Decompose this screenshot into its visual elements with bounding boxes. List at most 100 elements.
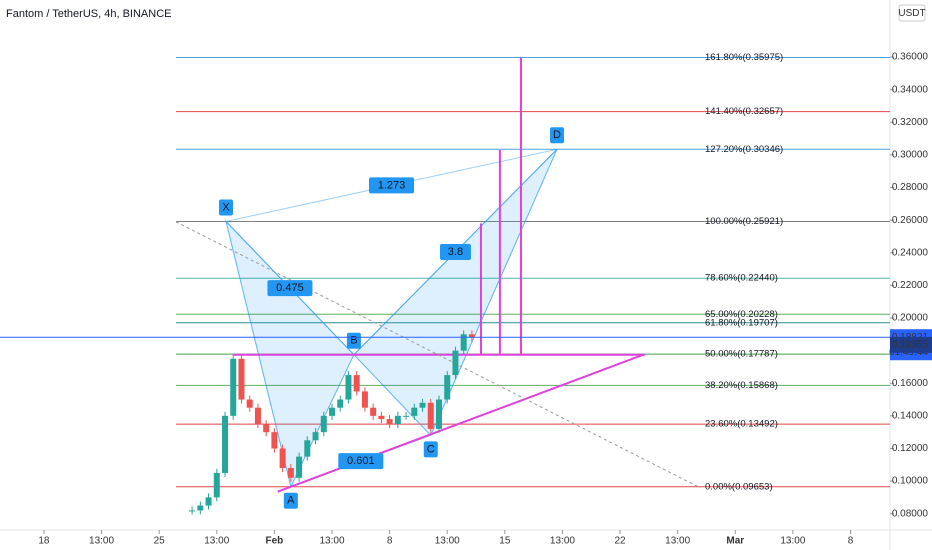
candle	[287, 468, 294, 478]
candle	[189, 510, 196, 512]
x-tick-label: 13:00	[550, 536, 575, 547]
point-label: B	[350, 335, 357, 347]
x-tick-label: 8	[387, 536, 393, 547]
candle	[222, 415, 229, 473]
fib-label: 50.00%(0.17787)	[705, 349, 778, 360]
point-box	[550, 127, 565, 144]
candle	[411, 407, 418, 416]
fib-label: 100.00%(0.25921)	[705, 216, 783, 227]
point-box	[423, 441, 438, 458]
ratio-box	[267, 280, 313, 297]
y-tick-label: 0.08000	[892, 508, 929, 519]
candle	[329, 407, 336, 416]
point-box	[218, 199, 233, 216]
ratio-label: 3.8	[448, 246, 463, 258]
x-tick-label: 18	[38, 536, 50, 547]
point-label: X	[222, 201, 230, 213]
candle	[468, 334, 475, 338]
candle	[427, 402, 434, 429]
y-tick-label: 0.26000	[892, 215, 929, 226]
x-tick-label: 25	[154, 536, 166, 547]
fib-label: 61.80%(0.19707)	[705, 317, 778, 328]
candle	[263, 424, 270, 433]
x-tick-label: 13:00	[319, 536, 344, 547]
candle	[345, 375, 352, 400]
candle	[246, 399, 253, 408]
y-tick-label: 0.14000	[892, 410, 929, 421]
candle	[205, 497, 212, 506]
x-tick-label: 13:00	[435, 536, 460, 547]
candle	[230, 358, 237, 416]
x-tick-label: Feb	[265, 536, 283, 547]
point-box	[346, 332, 361, 349]
candle	[394, 415, 401, 424]
x-tick-label: 13:00	[204, 536, 229, 547]
fib-label: 141.40%(0.32657)	[705, 106, 783, 117]
fib-label: 127.20%(0.30346)	[705, 144, 783, 155]
ratio-box	[369, 177, 415, 194]
ratio-box	[439, 243, 471, 260]
y-tick-label: 0.30000	[892, 150, 929, 161]
candle	[435, 399, 442, 429]
y-tick-label: 0.36000	[892, 52, 929, 63]
y-tick-label: 0.32000	[892, 117, 929, 128]
y-tick-label: 0.28000	[892, 182, 929, 193]
candle	[419, 402, 426, 408]
ratio-label: 1.273	[378, 179, 406, 191]
currency-box[interactable]	[898, 4, 926, 22]
y-tick-label: 0.34000	[892, 84, 929, 95]
y-tick-label: 0.12000	[892, 443, 929, 454]
candle	[337, 399, 344, 408]
chart-title: Fantom / TetherUS, 4h, BINANCE	[6, 8, 171, 20]
currency-label[interactable]: USDT	[898, 8, 925, 19]
x-tick-label: 13:00	[89, 536, 114, 547]
fib-label: 23.60%(0.13492)	[705, 419, 778, 430]
ratio-box	[338, 453, 384, 470]
x-tick-label: 22	[614, 536, 626, 547]
y-tick-label: 0.20000	[892, 313, 929, 324]
candle	[386, 419, 393, 424]
candle	[320, 415, 327, 433]
candle	[452, 350, 459, 376]
fib-label: 78.60%(0.22440)	[705, 273, 778, 284]
candle	[361, 391, 368, 408]
fib-label: 161.80%(0.35975)	[705, 52, 783, 63]
marker-price-label: 0.18355	[892, 339, 929, 350]
candle	[304, 440, 311, 457]
y-tick-label: 0.10000	[892, 476, 929, 487]
point-box	[283, 492, 298, 509]
marker-price-badge	[890, 336, 932, 353]
candle	[296, 456, 303, 478]
x-tick-label: 15	[499, 536, 511, 547]
candle	[353, 375, 360, 392]
candle	[403, 415, 410, 417]
x-tick-label: 13:00	[665, 536, 690, 547]
x-tick-label: 13:00	[780, 536, 805, 547]
candle	[271, 432, 278, 449]
y-tick-label: 0.22000	[892, 280, 929, 291]
point-label: A	[287, 495, 295, 507]
candle	[460, 334, 467, 351]
candle	[238, 358, 245, 400]
x-tick-label: Mar	[726, 536, 744, 547]
y-tick-label: 0.16000	[892, 378, 929, 389]
ratio-label: 0.475	[276, 282, 304, 294]
candle	[213, 472, 220, 498]
ratio-label: 0.601	[347, 455, 375, 467]
fib-label: 65.00%(0.20228)	[705, 309, 778, 320]
drawing-line	[277, 353, 646, 493]
candle	[254, 407, 261, 424]
candle	[378, 415, 385, 420]
candle	[370, 407, 377, 416]
point-label: C	[427, 443, 435, 455]
y-tick-label: 0.24000	[892, 247, 929, 258]
candle	[312, 432, 319, 441]
point-label: D	[553, 129, 561, 141]
x-tick-label: 8	[848, 536, 854, 547]
candle	[444, 375, 451, 400]
fib-label: 38.20%(0.15868)	[705, 380, 778, 391]
fib-label: 0.00%(0.09653)	[705, 481, 773, 492]
candle	[197, 505, 204, 511]
